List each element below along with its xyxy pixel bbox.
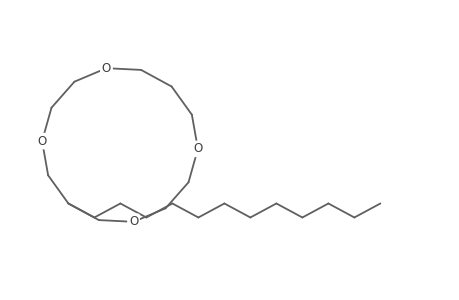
Text: O: O [101, 62, 111, 75]
Text: O: O [129, 215, 138, 228]
Text: O: O [37, 135, 47, 148]
Text: O: O [193, 142, 202, 155]
